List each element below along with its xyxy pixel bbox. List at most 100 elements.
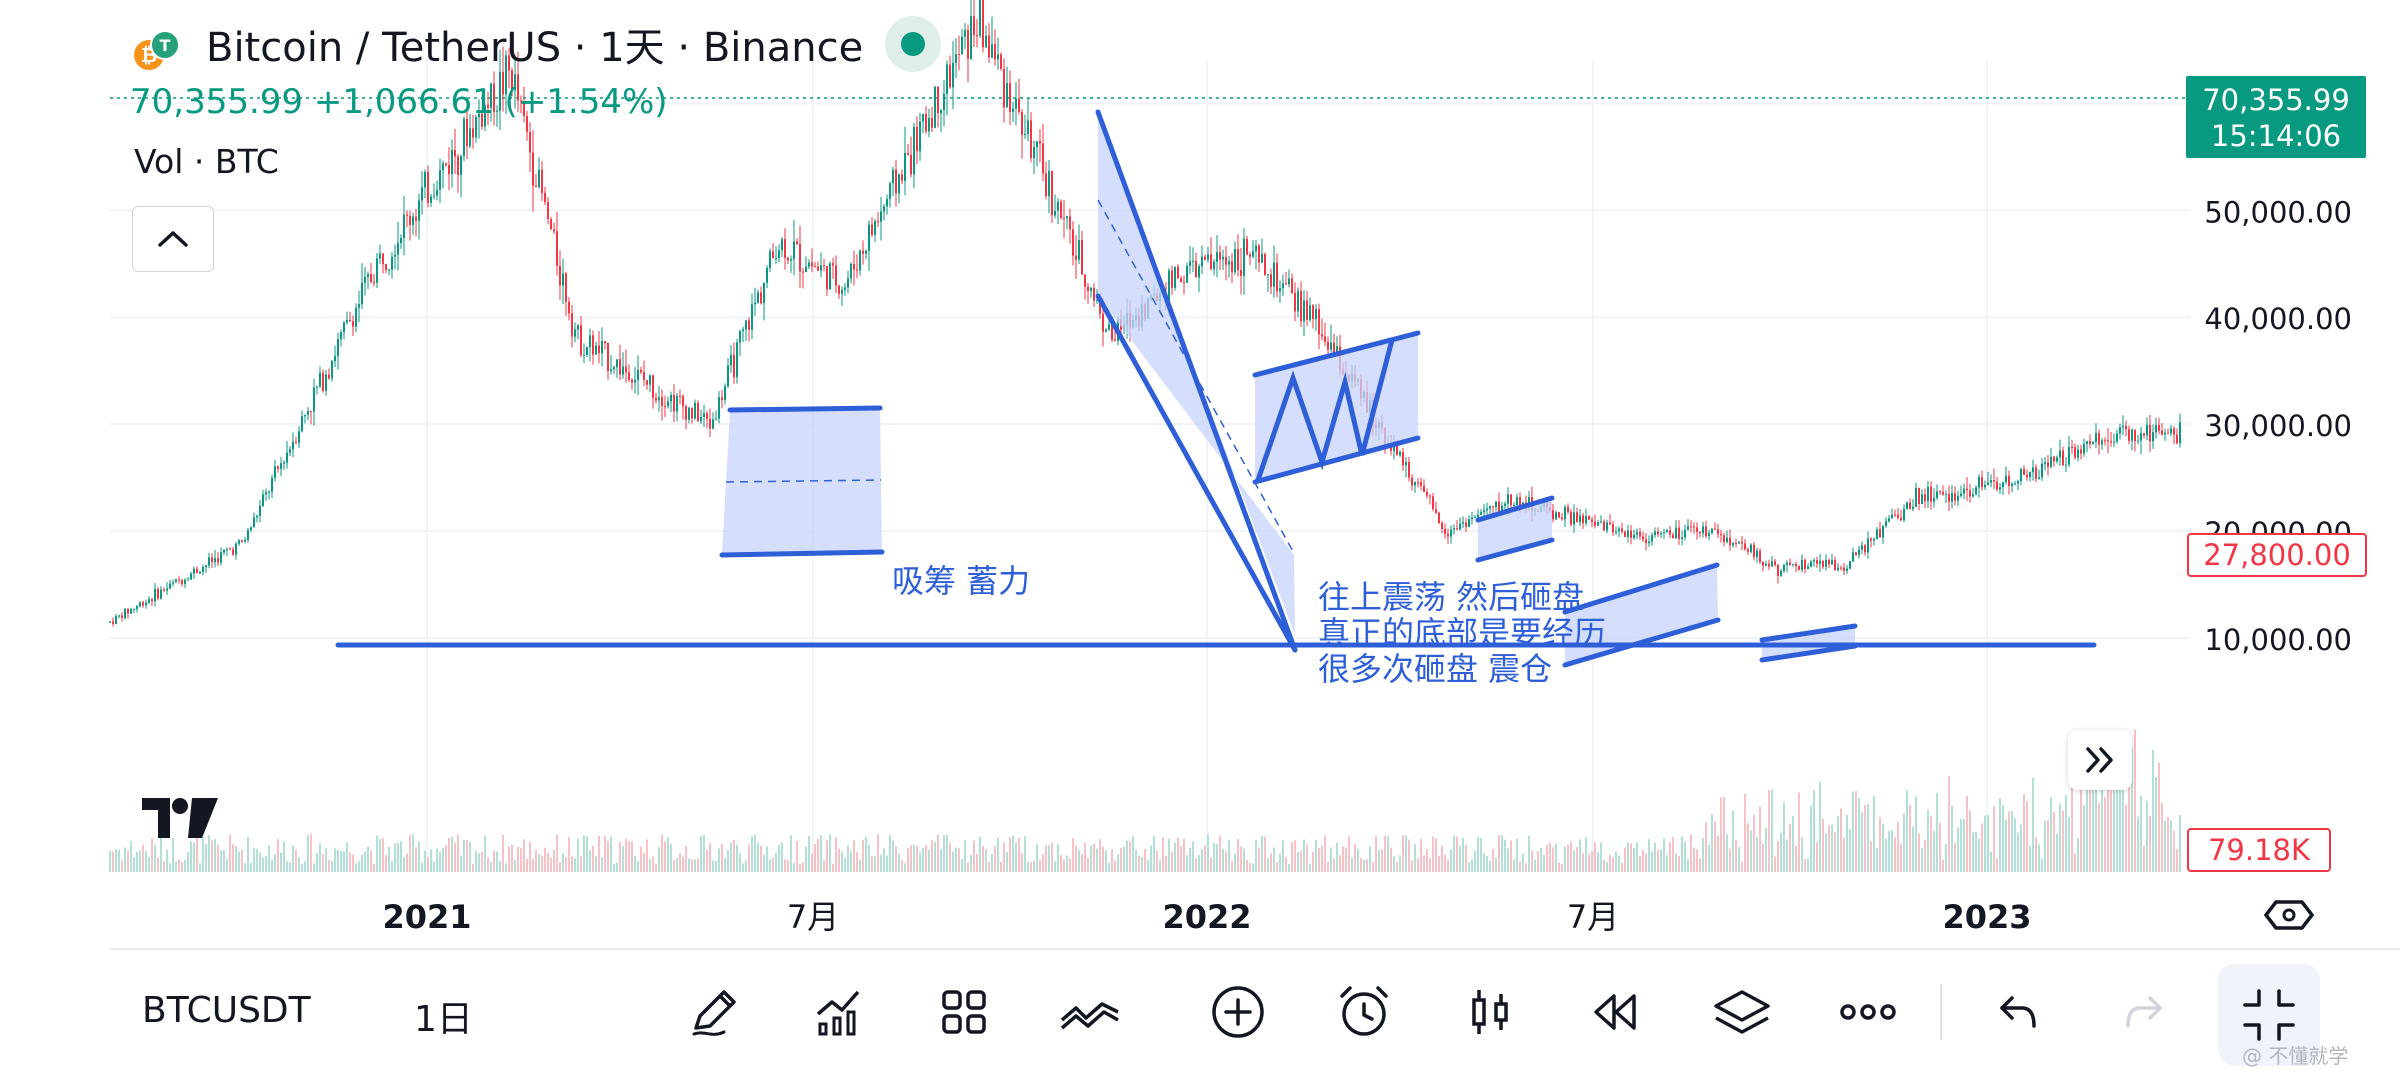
candle bbox=[1978, 474, 1980, 498]
volume-bar bbox=[637, 861, 639, 872]
volume-bar bbox=[1768, 789, 1770, 872]
volume-bar bbox=[2155, 776, 2157, 872]
volume-bar bbox=[1831, 824, 1833, 872]
annotation-accumulation[interactable]: 吸筹 蓄力 bbox=[892, 562, 1030, 600]
candle bbox=[484, 104, 486, 132]
annotation-note-line[interactable]: 真正的底部是要经历 bbox=[1318, 614, 1606, 652]
candle bbox=[1888, 515, 1890, 523]
flag-1-lower[interactable] bbox=[1475, 537, 1555, 563]
compare-button[interactable] bbox=[1058, 980, 1122, 1044]
volume-bar bbox=[1351, 857, 1353, 872]
volume-bar bbox=[607, 840, 609, 872]
toolbar-divider bbox=[110, 948, 2400, 950]
candle bbox=[1975, 485, 1977, 496]
flag-box-2[interactable] bbox=[1565, 565, 1718, 665]
symbol-button[interactable]: BTCUSDT bbox=[142, 990, 311, 1031]
replay-button[interactable] bbox=[1584, 980, 1648, 1044]
redo-button[interactable] bbox=[2112, 980, 2176, 1044]
candle bbox=[238, 539, 240, 546]
candle bbox=[556, 211, 558, 276]
volume-bar bbox=[1060, 855, 1062, 872]
volume-bar bbox=[820, 835, 822, 872]
volume-bar bbox=[907, 848, 909, 872]
volume-bar bbox=[283, 841, 285, 872]
add-button[interactable] bbox=[1206, 980, 1270, 1044]
indicators-button[interactable] bbox=[806, 980, 870, 1044]
objects-button[interactable] bbox=[1710, 980, 1774, 1044]
candle bbox=[1993, 468, 1995, 490]
candle bbox=[859, 249, 861, 276]
candle bbox=[1039, 128, 1041, 163]
chart-type-button[interactable] bbox=[1458, 980, 1522, 1044]
volume-bar bbox=[691, 859, 693, 872]
falling-channel-upper[interactable] bbox=[1095, 109, 1298, 653]
volume-bar bbox=[277, 839, 279, 872]
flag-2-upper[interactable] bbox=[1562, 562, 1720, 615]
volume-bar bbox=[832, 863, 834, 872]
volume-bar bbox=[514, 859, 516, 872]
volume-bar bbox=[910, 845, 912, 872]
flag-1-upper[interactable] bbox=[1475, 495, 1555, 523]
candle bbox=[1030, 111, 1032, 163]
symbol-header[interactable]: ₿ T Bitcoin / TetherUS · 1天 · Binance bbox=[130, 14, 942, 74]
candle bbox=[724, 383, 726, 405]
volume-bar bbox=[1501, 835, 1503, 872]
rising-channel-lower[interactable] bbox=[1252, 435, 1421, 485]
volume-bar bbox=[628, 841, 630, 872]
candle bbox=[1000, 52, 1002, 71]
draw-tool-button[interactable] bbox=[682, 980, 746, 1044]
volume-bar bbox=[1315, 839, 1317, 872]
volume-bar bbox=[958, 848, 960, 872]
candle bbox=[1765, 560, 1767, 567]
volume-bar bbox=[2038, 844, 2040, 872]
annotation-note-line[interactable]: 很多次砸盘 震仓 bbox=[1318, 650, 1552, 688]
candle bbox=[361, 263, 363, 309]
candle bbox=[454, 128, 456, 174]
volume-bar bbox=[1345, 847, 1347, 872]
interval-button[interactable]: 1日 bbox=[414, 999, 473, 1040]
price-axis[interactable]: 60,000.0050,000.0040,000.0030,000.0020,0… bbox=[2186, 76, 2367, 872]
candle bbox=[1084, 274, 1086, 300]
zigzag-path[interactable] bbox=[1255, 337, 1395, 483]
replay-icon bbox=[1594, 994, 1636, 1030]
volume-bar bbox=[148, 856, 150, 872]
volume-bar bbox=[598, 835, 600, 872]
annotation-note-line[interactable]: 往上震荡 然后砸盘 bbox=[1318, 578, 1584, 616]
accumulation-bottom-line[interactable] bbox=[719, 549, 885, 558]
candle bbox=[1705, 520, 1707, 539]
layout-button[interactable] bbox=[932, 980, 996, 1044]
candle bbox=[1291, 273, 1293, 295]
candle bbox=[1486, 502, 1488, 517]
accumulation-top-line[interactable] bbox=[727, 405, 883, 413]
volume-legend[interactable]: Vol · BTC bbox=[134, 142, 279, 181]
undo-button[interactable] bbox=[1986, 980, 2050, 1044]
flag-3-upper[interactable] bbox=[1759, 623, 1858, 643]
chart-settings-icon[interactable] bbox=[2263, 900, 2315, 930]
candle bbox=[826, 265, 828, 297]
candle bbox=[1699, 531, 1701, 538]
volume-bar bbox=[763, 854, 765, 872]
volume-bar bbox=[586, 836, 588, 872]
candle bbox=[2101, 438, 2103, 450]
alert-button[interactable] bbox=[1332, 980, 1396, 1044]
symbol-title[interactable]: Bitcoin / TetherUS · 1天 · Binance bbox=[206, 25, 864, 71]
volume-bar bbox=[2086, 765, 2088, 872]
candle bbox=[658, 385, 660, 412]
volume-bar bbox=[1456, 836, 1458, 872]
candle bbox=[769, 248, 771, 273]
exit-fullscreen-button[interactable] bbox=[2218, 964, 2320, 1066]
volume-bar bbox=[1516, 838, 1518, 872]
scroll-to-realtime-button[interactable] bbox=[2068, 730, 2132, 790]
collapse-legend-button[interactable] bbox=[132, 206, 214, 272]
candle bbox=[601, 327, 603, 367]
time-axis[interactable]: 2021 7月 2022 7月 2023 bbox=[382, 898, 2315, 936]
falling-channel-lower[interactable] bbox=[1095, 293, 1298, 653]
candle bbox=[1069, 208, 1071, 244]
more-button[interactable] bbox=[1836, 980, 1900, 1044]
watermark: @ 不懂就学 bbox=[2242, 1044, 2349, 1068]
candle bbox=[1999, 482, 2001, 494]
flag-3-lower[interactable] bbox=[1759, 643, 1858, 663]
volume-bar bbox=[1477, 836, 1479, 872]
